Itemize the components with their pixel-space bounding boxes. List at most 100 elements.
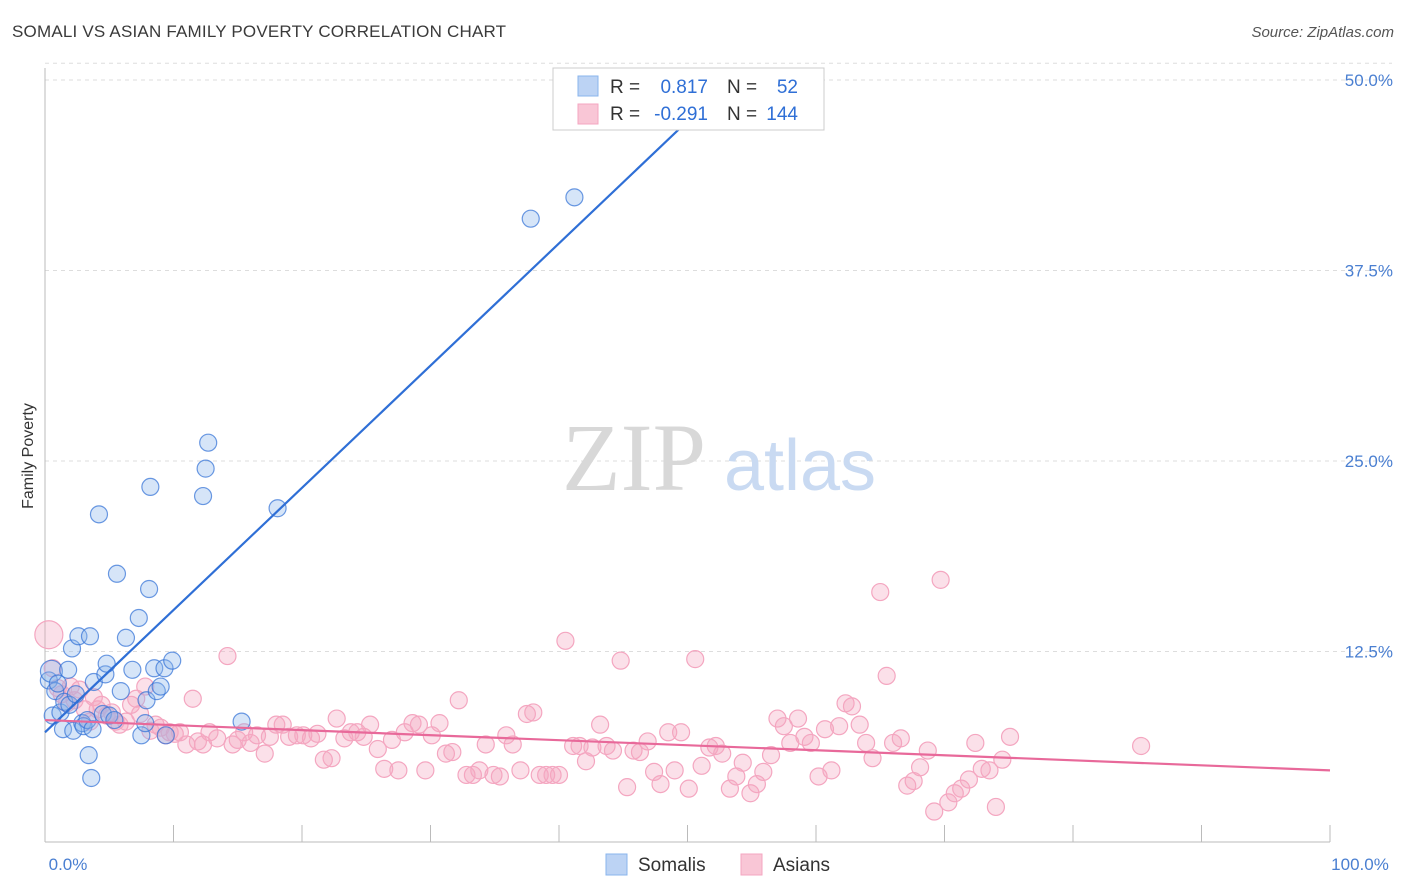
- somali-point-4: [48, 674, 67, 693]
- x-tick-label-max: 100.0%: [1331, 855, 1389, 874]
- asian-point-76: [490, 767, 509, 786]
- somali-r-value: 0.817: [660, 77, 708, 98]
- somalis-legend-label: Somalis: [638, 855, 706, 876]
- somali-point-37: [141, 477, 160, 497]
- asian-point-142: [939, 793, 958, 812]
- asian-point-109: [713, 744, 732, 763]
- somali-legend-swatch: [577, 75, 599, 97]
- asian-point-150: [993, 750, 1012, 769]
- asian-point-58: [368, 739, 387, 759]
- somali-point-25: [97, 654, 116, 673]
- asians-points: [34, 570, 1151, 821]
- somali-point-9: [60, 695, 79, 714]
- asian-point-52: [327, 709, 346, 728]
- watermark-atlas: atlas: [724, 426, 876, 506]
- asian-point-145: [959, 770, 979, 789]
- somali-point-45: [196, 459, 215, 478]
- y-axis-label: Family Poverty: [20, 403, 37, 509]
- y-tick-label-3: 50.0%: [1345, 71, 1393, 90]
- asian-point-130: [857, 733, 876, 753]
- asian-legend-swatch: [577, 103, 599, 125]
- somali-trend-line: [44, 126, 682, 734]
- asian-point-59: [375, 759, 394, 778]
- asian-point-126: [830, 717, 849, 736]
- asian-point-39: [241, 733, 260, 753]
- asians-legend-label: Asians: [773, 855, 830, 876]
- asian-point-74: [476, 735, 495, 754]
- asian-point-73: [470, 761, 489, 780]
- asian-point-34: [208, 729, 227, 748]
- asian-point-125: [822, 761, 841, 780]
- asian-point-116: [761, 746, 781, 765]
- somali-point-16: [78, 710, 97, 730]
- somali-point-42: [156, 726, 175, 745]
- somalis-swatch: [605, 853, 628, 876]
- asian-point-132: [871, 582, 890, 602]
- asian-point-144: [952, 779, 971, 798]
- somalis-points: [39, 188, 584, 788]
- asian-point-122: [801, 733, 820, 753]
- asian-point-139: [918, 741, 937, 760]
- stats-legend: R = 0.817 N = 52 R = -0.291 N = 144: [552, 67, 825, 131]
- y-tick-label-1: 25.0%: [1345, 452, 1393, 471]
- asian-point-100: [651, 774, 670, 794]
- asian-point-49: [308, 724, 327, 743]
- somali-point-48: [268, 499, 287, 518]
- asian-point-65: [416, 761, 435, 780]
- asian-point-45: [280, 727, 299, 746]
- asian-point-115: [754, 762, 773, 781]
- asian-point-75: [484, 765, 503, 785]
- somali-point-1: [39, 659, 64, 683]
- x-tick-label-min: 0.0%: [49, 855, 88, 874]
- somali-r-label: R =: [610, 77, 640, 98]
- asian-point-94: [611, 651, 630, 670]
- somali-point-46: [199, 433, 218, 452]
- somali-point-14: [73, 714, 92, 733]
- somali-point-32: [129, 608, 148, 628]
- series-legend: Somalis Asians: [605, 853, 830, 876]
- somali-point-28: [107, 564, 127, 583]
- asian-point-117: [768, 709, 787, 728]
- somali-point-49: [521, 209, 540, 228]
- asian-point-104: [679, 779, 698, 798]
- asian-point-135: [891, 729, 910, 748]
- somali-n-value: 52: [777, 77, 798, 98]
- asian-point-17: [116, 712, 136, 731]
- chart-title: SOMALI VS ASIAN FAMILY POVERTY CORRELATI…: [12, 22, 507, 41]
- asian-point-41: [255, 744, 274, 763]
- asian-point-95: [618, 778, 637, 797]
- asian-point-93: [603, 741, 623, 760]
- asian-point-149: [986, 797, 1006, 817]
- asians-swatch: [740, 853, 763, 876]
- somali-point-22: [89, 505, 109, 524]
- asian-point-141: [931, 570, 950, 589]
- asian-point-106: [692, 756, 711, 775]
- asian-n-label: N =: [727, 104, 757, 125]
- asian-point-86: [556, 631, 575, 650]
- asian-point-35: [218, 646, 237, 666]
- somali-point-18: [80, 627, 100, 646]
- asian-point-30: [183, 689, 202, 708]
- somali-point-47: [232, 712, 251, 731]
- asian-point-50: [314, 750, 333, 769]
- asian-point-105: [686, 650, 705, 669]
- asian-point-124: [815, 720, 835, 739]
- somali-point-36: [139, 579, 159, 599]
- somali-point-30: [116, 628, 136, 647]
- somali-point-50: [565, 188, 584, 207]
- asian-n-value: 144: [766, 104, 798, 125]
- asian-point-113: [741, 784, 760, 803]
- asian-r-value: -0.291: [654, 104, 708, 125]
- asian-point-77: [497, 726, 516, 745]
- asian-point-51: [322, 749, 341, 768]
- asian-point-120: [788, 709, 808, 728]
- asian-point-148: [980, 761, 999, 780]
- asian-point-67: [430, 714, 449, 733]
- somali-point-12: [66, 685, 85, 704]
- somali-point-41: [155, 659, 174, 678]
- asian-point-81: [524, 703, 543, 722]
- asian-point-70: [449, 691, 468, 710]
- somali-point-17: [79, 746, 98, 765]
- asian-point-0: [34, 620, 64, 650]
